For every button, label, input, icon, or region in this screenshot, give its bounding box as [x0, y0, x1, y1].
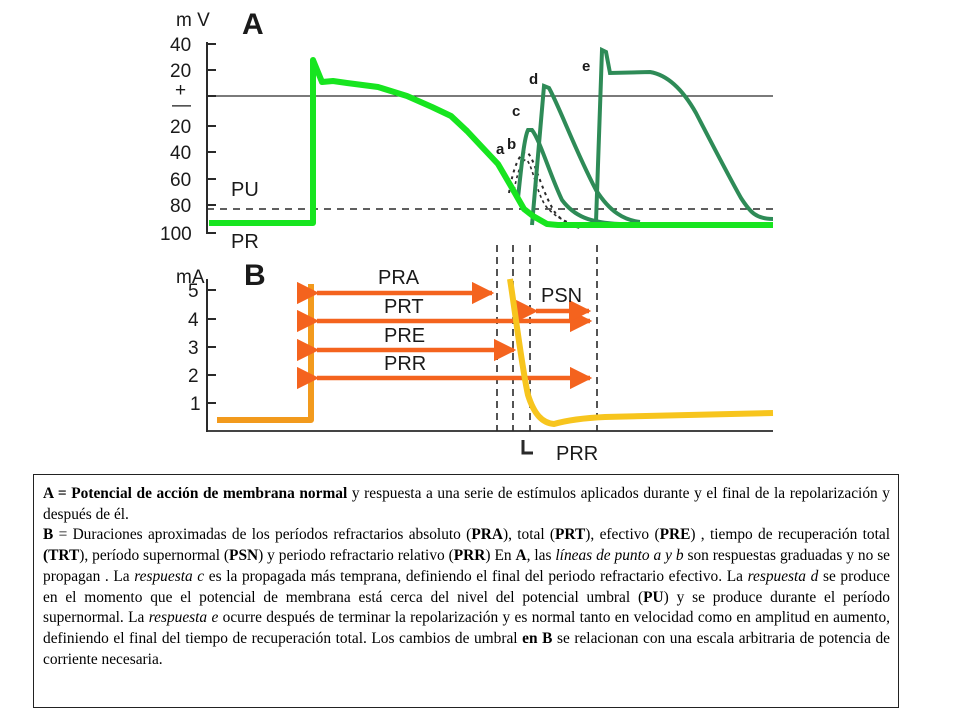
- a-tick-label: 40: [170, 35, 191, 56]
- caption-run: ) En: [485, 547, 516, 565]
- response-d-curve: [530, 83, 641, 226]
- caption-run: es la propagada más temprana, definiendo…: [204, 567, 748, 585]
- stimulus-trace: [217, 284, 314, 423]
- figure: m V A 40 20 + — 20 40 60 80 100 PU: [160, 8, 774, 465]
- caption-a-text: y respuesta a una serie de estímulos apl…: [43, 485, 890, 523]
- a-tick-label: 100: [160, 224, 192, 245]
- panel-b-tick-marks: [207, 289, 216, 404]
- panel-b-unit: mA: [176, 267, 205, 288]
- caption-run: respuesta c: [134, 567, 205, 585]
- label-prr-bottom: PRR: [556, 443, 598, 465]
- action-potential-curve: [209, 57, 773, 228]
- panel-a-letter: A: [242, 8, 264, 41]
- b-tick-label: 4: [188, 310, 199, 331]
- caption-run: PSN: [229, 547, 259, 565]
- caption-paragraph-b: B = Duraciones aproximadas de los períod…: [43, 525, 890, 670]
- curve-label-d: d: [529, 71, 538, 88]
- panel-a-unit: m V: [176, 10, 210, 31]
- caption-run: ), efectivo (: [585, 526, 660, 544]
- curve-label-a: a: [496, 141, 505, 158]
- a-tick-label: 20: [170, 61, 191, 82]
- panel-a-tick-labels: 40 20 + — 20 40 60 80 100: [160, 35, 192, 245]
- b-tick-label: 5: [188, 281, 199, 302]
- caption-run: respuesta d: [747, 567, 819, 585]
- a-tick-label: +: [175, 80, 186, 101]
- a-tick-label: 20: [170, 117, 191, 138]
- b-tick-label: 3: [188, 338, 199, 359]
- a-tick-label: 60: [170, 170, 191, 191]
- caption-box: A = Potencial de acción de membrana norm…: [33, 474, 899, 708]
- caption-run: ) y se produce durante el período supern…: [43, 588, 890, 627]
- label-pr: PR: [231, 231, 259, 253]
- caption-run: respuesta e: [148, 609, 219, 627]
- panel-b-letter: B: [244, 259, 266, 292]
- a-tick-label: 40: [170, 143, 191, 164]
- caption-run: PRT: [555, 526, 586, 544]
- panel-b-tick-labels: 5 4 3 2 1: [188, 281, 201, 415]
- caption-run: ), período supernormal (: [79, 547, 230, 565]
- response-e-curve: [594, 46, 774, 223]
- label-prr: PRR: [384, 353, 426, 375]
- caption-run: A: [515, 547, 527, 565]
- a-tick-label: 80: [170, 196, 191, 217]
- curve-label-b: b: [507, 136, 516, 153]
- caption-run: PRR: [453, 547, 486, 565]
- curve-label-e: e: [582, 58, 590, 75]
- interval-boundaries: [496, 245, 598, 431]
- caption-run: ), total (: [502, 526, 556, 544]
- response-c-curve: [516, 128, 621, 226]
- caption-run: , las: [526, 547, 556, 565]
- label-pra: PRA: [378, 267, 420, 289]
- curve-label-c: c: [512, 103, 520, 120]
- caption-run: = Duraciones aproximadas de los períodos…: [53, 526, 472, 544]
- a-tick-label: —: [172, 95, 191, 116]
- label-pu: PU: [231, 179, 259, 201]
- panel-b: mA B 5 4 3 2 1: [176, 245, 774, 465]
- interval-arrows: [296, 281, 593, 390]
- panel-a-tick-marks: [207, 43, 216, 234]
- caption-run: (TRT: [43, 547, 80, 565]
- panel-a: m V A 40 20 + — 20 40 60 80 100 PU: [160, 8, 774, 253]
- caption-run: ) y periodo refractario relativo (: [258, 547, 454, 565]
- caption-a-heading: A = Potencial de acción de membrana norm…: [43, 485, 348, 502]
- caption-run: se produce en el momento que el potencia…: [43, 567, 890, 606]
- b-tick-label: 1: [190, 394, 201, 415]
- threshold-curve: [507, 278, 774, 427]
- caption-run: PRE: [659, 526, 691, 544]
- caption-run: en B: [522, 629, 553, 647]
- caption-run: B: [43, 526, 54, 544]
- caption-paragraph-a: A = Potencial de acción de membrana norm…: [43, 484, 890, 525]
- label-psn: PSN: [541, 285, 582, 307]
- caption-run: líneas de punto a y b: [555, 547, 684, 565]
- caption-run: son respuestas graduadas y no se propaga…: [43, 547, 891, 585]
- b-tick-label: 2: [188, 366, 199, 387]
- caption-run: ) , tiempo de recuperación total: [690, 526, 890, 544]
- caption-run: PRA: [471, 526, 503, 544]
- caption-run: PU: [643, 588, 664, 606]
- caption-run: se relacionan con una escala arbitraria …: [43, 629, 890, 668]
- caption-run: ocurre después de terminar la repolariza…: [43, 609, 890, 647]
- hook-arrow: [521, 440, 533, 455]
- label-pre: PRE: [384, 325, 425, 347]
- label-prt: PRT: [384, 296, 424, 318]
